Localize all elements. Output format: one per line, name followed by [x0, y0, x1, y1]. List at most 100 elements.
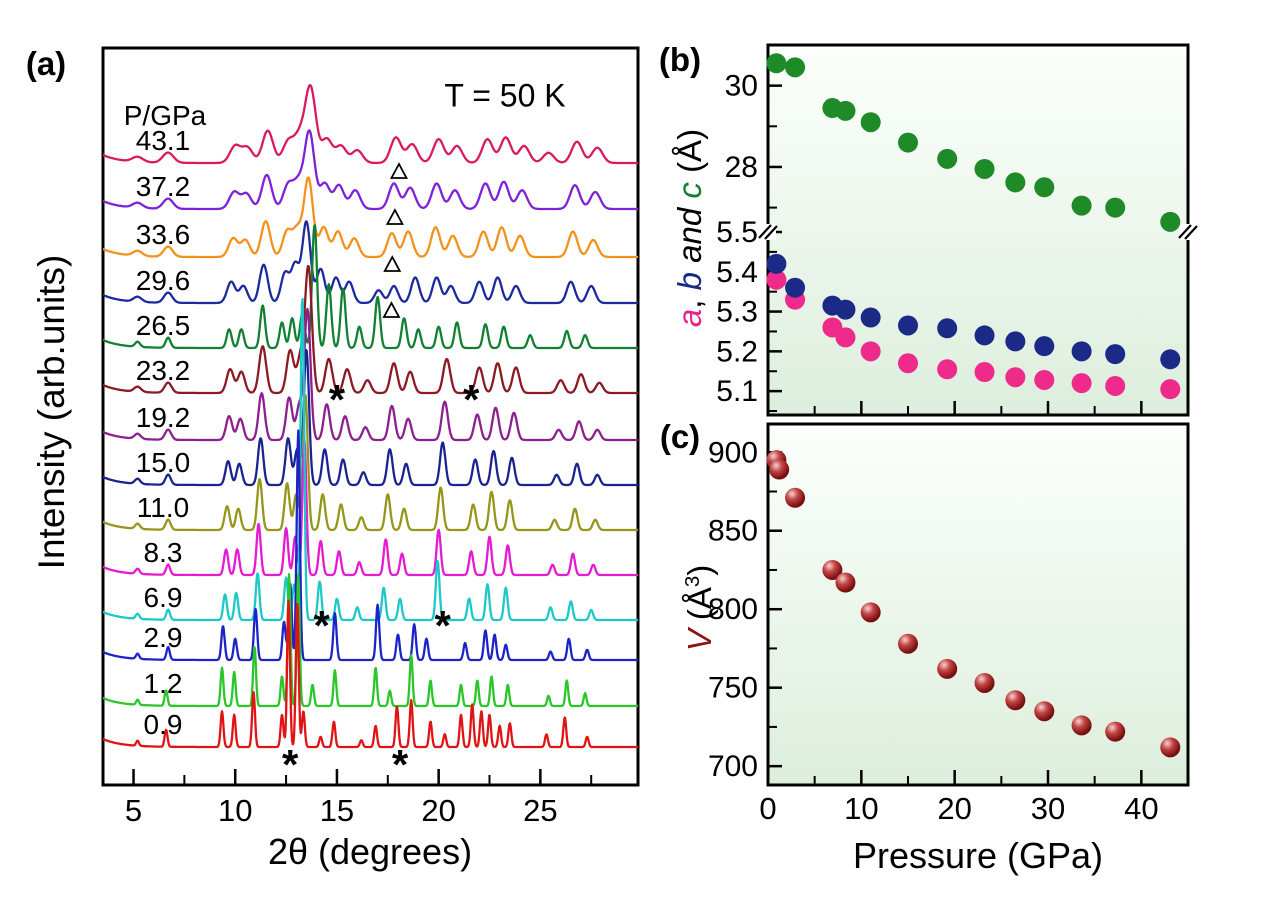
lattice-series-a — [766, 269, 1181, 400]
ylabel-part: , — [671, 290, 708, 309]
c-xtick-label: 0 — [759, 791, 776, 826]
c-xtick-label: 20 — [937, 791, 971, 826]
data-point-c — [1005, 172, 1026, 193]
xrd-curve-1.2 — [103, 573, 638, 708]
xrd-curve-8.3 — [103, 438, 638, 577]
ylabel-part: a — [671, 308, 708, 328]
pressure-label-0.9: 0.9 — [144, 709, 183, 740]
pressure-label-19.2: 19.2 — [136, 402, 191, 433]
data-point-a — [974, 362, 995, 383]
data-point-a — [1105, 375, 1126, 396]
ylabel-part: ) — [681, 564, 718, 576]
c-xtick-label: 10 — [844, 791, 878, 826]
data-point-V — [835, 572, 856, 593]
data-point-c — [1071, 195, 1092, 216]
xrd-curve-11.0 — [103, 394, 638, 532]
ylabel-part: c — [671, 182, 708, 199]
data-point-b — [785, 277, 806, 298]
asterisk-marker: * — [313, 602, 330, 649]
panel-b-ylabel: a, b and c (Å) — [671, 129, 709, 327]
pressure-label-29.6: 29.6 — [136, 265, 191, 296]
panel-a-pressure-header: P/GPa — [123, 100, 207, 131]
b-ytick-label: 28 — [725, 151, 758, 184]
asterisk-marker: * — [392, 741, 409, 788]
data-point-c — [1034, 177, 1055, 198]
ylabel-part: V — [681, 629, 718, 652]
panel-b-letter: (b) — [658, 41, 702, 78]
pressure-label-15.0: 15.0 — [136, 447, 191, 478]
pressure-label-23.2: 23.2 — [136, 355, 191, 386]
b-ytick-label: 5.2 — [716, 335, 758, 368]
ylabel-part: (Å) — [671, 128, 708, 183]
data-point-V — [769, 459, 790, 480]
a-xtick-label: 15 — [320, 793, 354, 828]
ylabel-part: b — [671, 272, 708, 291]
data-point-b — [860, 307, 881, 328]
pressure-label-1.2: 1.2 — [144, 668, 183, 699]
triangle-marker — [385, 208, 404, 225]
data-point-c — [937, 148, 958, 169]
b-ytick-label: 5.1 — [716, 375, 758, 408]
xrd-curve-19.2 — [103, 307, 638, 442]
xrd-curve-43.1 — [103, 83, 638, 165]
pressure-label-43.1: 43.1 — [136, 125, 191, 156]
data-point-b — [937, 318, 958, 339]
panel-a-frame — [101, 46, 640, 787]
data-point-c — [785, 57, 806, 78]
data-point-V — [860, 602, 881, 623]
panel-a-ylabel: Intensity (arb.units) — [31, 254, 72, 570]
pressure-label-37.2: 37.2 — [136, 171, 191, 202]
panel-a-xlabel: 2θ (degrees) — [267, 831, 473, 872]
triangle-marker — [382, 301, 401, 318]
data-point-c — [1160, 211, 1181, 232]
xrd-curves — [103, 83, 638, 749]
a-xtick-label: 10 — [218, 793, 252, 828]
ylabel-part: and — [671, 198, 708, 273]
triangle-marker — [383, 255, 402, 272]
data-point-b — [766, 253, 787, 274]
data-point-a — [937, 359, 958, 380]
data-point-a — [898, 353, 918, 374]
data-point-V — [1071, 715, 1092, 736]
pressure-label-11.0: 11.0 — [137, 492, 189, 523]
c-ytick-label: 750 — [708, 672, 758, 705]
data-point-V — [785, 487, 806, 508]
data-point-V — [1105, 721, 1126, 742]
triangle-marker — [389, 162, 408, 179]
data-point-V — [822, 559, 843, 580]
lattice-series-b — [766, 253, 1181, 370]
xrd-curve-0.9 — [103, 599, 638, 749]
pressure-label-2.9: 2.9 — [144, 622, 183, 653]
c-ytick-label: 900 — [708, 436, 758, 469]
data-point-b — [835, 299, 856, 320]
data-point-c — [766, 53, 787, 74]
data-point-a — [1005, 367, 1026, 388]
c-ytick-label: 850 — [708, 515, 758, 548]
volume-series — [766, 450, 1181, 758]
data-point-b — [1071, 341, 1092, 362]
data-point-a — [860, 341, 881, 362]
data-point-V — [898, 633, 918, 654]
asterisk-marker: * — [282, 741, 299, 788]
pressure-label-33.6: 33.6 — [136, 219, 191, 250]
panel-c-letter: (c) — [659, 418, 701, 455]
data-point-b — [1034, 336, 1055, 357]
data-point-a — [1071, 373, 1092, 394]
data-point-a — [835, 327, 856, 348]
xrd-curve-2.9 — [103, 429, 638, 662]
data-point-V — [937, 658, 958, 679]
data-point-b — [898, 315, 918, 336]
data-point-a — [1160, 379, 1181, 400]
data-point-a — [766, 269, 787, 290]
a-xtick-label: 5 — [125, 793, 142, 828]
data-point-b — [1105, 344, 1126, 365]
lattice-series-c — [766, 53, 1181, 232]
data-point-V — [974, 672, 995, 693]
pressure-label-26.5: 26.5 — [136, 310, 191, 341]
data-point-V — [1160, 737, 1181, 758]
panel-a-temperature-label: T = 50 K — [444, 77, 566, 114]
xrd-curve-6.9 — [103, 297, 638, 622]
xrd-curve-26.5 — [103, 224, 638, 350]
